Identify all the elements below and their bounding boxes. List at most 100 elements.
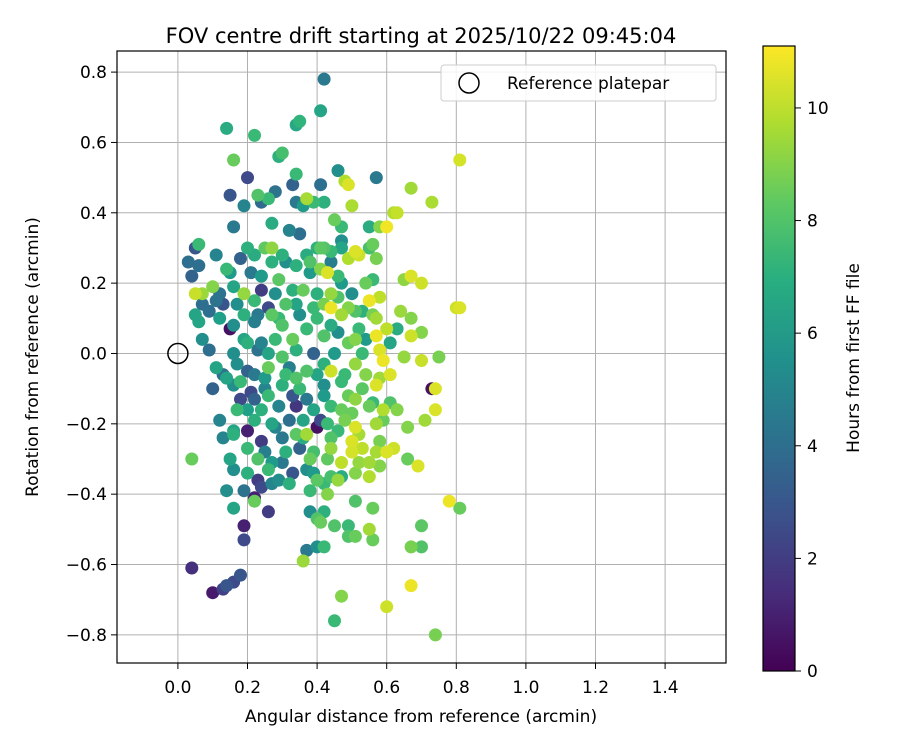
scatter-point (321, 417, 334, 431)
scatter-point (314, 178, 328, 192)
scatter-point (376, 403, 390, 417)
scatter-point (220, 262, 234, 276)
data-points (181, 72, 467, 642)
scatter-point (209, 248, 223, 262)
legend-reference-label: Reference platepar (507, 74, 669, 94)
scatter-point (227, 347, 241, 360)
scatter-point (310, 368, 324, 382)
scatter-point (300, 543, 314, 557)
scatter-point (296, 413, 310, 427)
scatter-point (453, 153, 467, 167)
colorbar-tick-label: 6 (807, 324, 818, 344)
scatter-point (355, 347, 369, 360)
colorbar-frame (762, 45, 796, 672)
scatter-point (345, 445, 359, 459)
colorbar-tick-label: 2 (807, 549, 818, 569)
scatter-point (275, 431, 289, 445)
scatter-point (307, 403, 321, 417)
scatter-point (209, 361, 223, 375)
scatter-point (369, 311, 383, 325)
scatter-point (359, 332, 373, 346)
scatter-point (376, 354, 390, 367)
scatter-point (303, 484, 317, 498)
y-tick-label: 0.4 (80, 204, 107, 224)
scatter-point (248, 413, 261, 427)
colorbar-label: Hours from first FF file (844, 263, 864, 453)
scatter-point (307, 347, 321, 360)
scatter-point (335, 456, 348, 469)
scatter-point (324, 364, 338, 378)
scatter-point (181, 255, 195, 269)
scatter-point (335, 308, 348, 322)
scatter-point (251, 452, 265, 466)
scatter-point (289, 399, 303, 413)
scatter-point (279, 368, 293, 382)
scatter-point (206, 280, 220, 294)
scatter-point (415, 354, 428, 367)
scatter-point (265, 255, 279, 269)
scatter-point (328, 213, 341, 227)
scatter-point (272, 473, 286, 487)
scatter-point (227, 220, 241, 234)
scatter-point (223, 188, 237, 202)
scatter-point (383, 336, 397, 350)
scatter-point (206, 586, 220, 600)
scatter-point (328, 519, 341, 533)
scatter-point (303, 255, 317, 269)
scatter-point (206, 382, 220, 396)
colorbar-ticks: 0 2 4 6 8 10 (795, 99, 829, 682)
scatter-point (362, 522, 376, 536)
colorbar-gradient (763, 46, 795, 671)
scatter-point (366, 501, 380, 515)
scatter-point (279, 297, 293, 311)
scatter-point (362, 470, 376, 484)
scatter-point (185, 561, 199, 575)
scatter-point (369, 171, 383, 185)
scatter-point (241, 403, 254, 417)
scatter-point (369, 445, 383, 459)
scatter-point (272, 273, 286, 287)
scatter-point (230, 297, 244, 311)
y-tick-label: −0.6 (66, 556, 107, 576)
y-axis-label: Rotation from reference (arcmin) (23, 217, 43, 497)
scatter-point (453, 501, 467, 515)
scatter-point (362, 456, 376, 469)
scatter-point (453, 301, 467, 315)
scatter-point (185, 269, 199, 283)
scatter-point (428, 628, 442, 642)
scatter-point (359, 276, 373, 290)
scatter-point (220, 371, 234, 385)
scatter-point (275, 248, 289, 262)
scatter-point (265, 308, 279, 322)
scatter-point (296, 283, 310, 297)
colorbar: 0 2 4 6 8 10 Hours from first FF file (762, 45, 864, 682)
scatter-point (394, 304, 408, 318)
scatter-point (202, 304, 216, 318)
scatter-point (317, 378, 331, 392)
scatter-point (248, 294, 261, 308)
x-tick-label: 1.2 (582, 678, 609, 698)
scatter-point (324, 399, 338, 413)
colorbar-tick-label: 4 (807, 437, 818, 457)
scatter-point (234, 252, 247, 265)
scatter-point (380, 322, 394, 336)
scatter-point (321, 266, 334, 280)
x-tick-label: 0.4 (304, 678, 331, 698)
x-tick-label: 1.4 (652, 678, 679, 698)
scatter-point (314, 515, 328, 529)
scatter-point (324, 287, 338, 301)
scatter-point (234, 568, 247, 582)
scatter-point (293, 114, 307, 128)
scatter-point (317, 72, 331, 86)
scatter-point (324, 441, 338, 455)
scatter-point (265, 216, 279, 230)
scatter-point (293, 308, 307, 322)
scatter-point (248, 315, 261, 329)
x-axis-label: Angular distance from reference (arcmin) (245, 707, 597, 727)
y-tick-label: −0.2 (66, 415, 107, 435)
scatter-point (369, 252, 383, 265)
scatter-point (286, 466, 300, 480)
colorbar-tick-label: 0 (807, 662, 818, 682)
scatter-point (373, 343, 387, 357)
scatter-point (227, 427, 241, 441)
